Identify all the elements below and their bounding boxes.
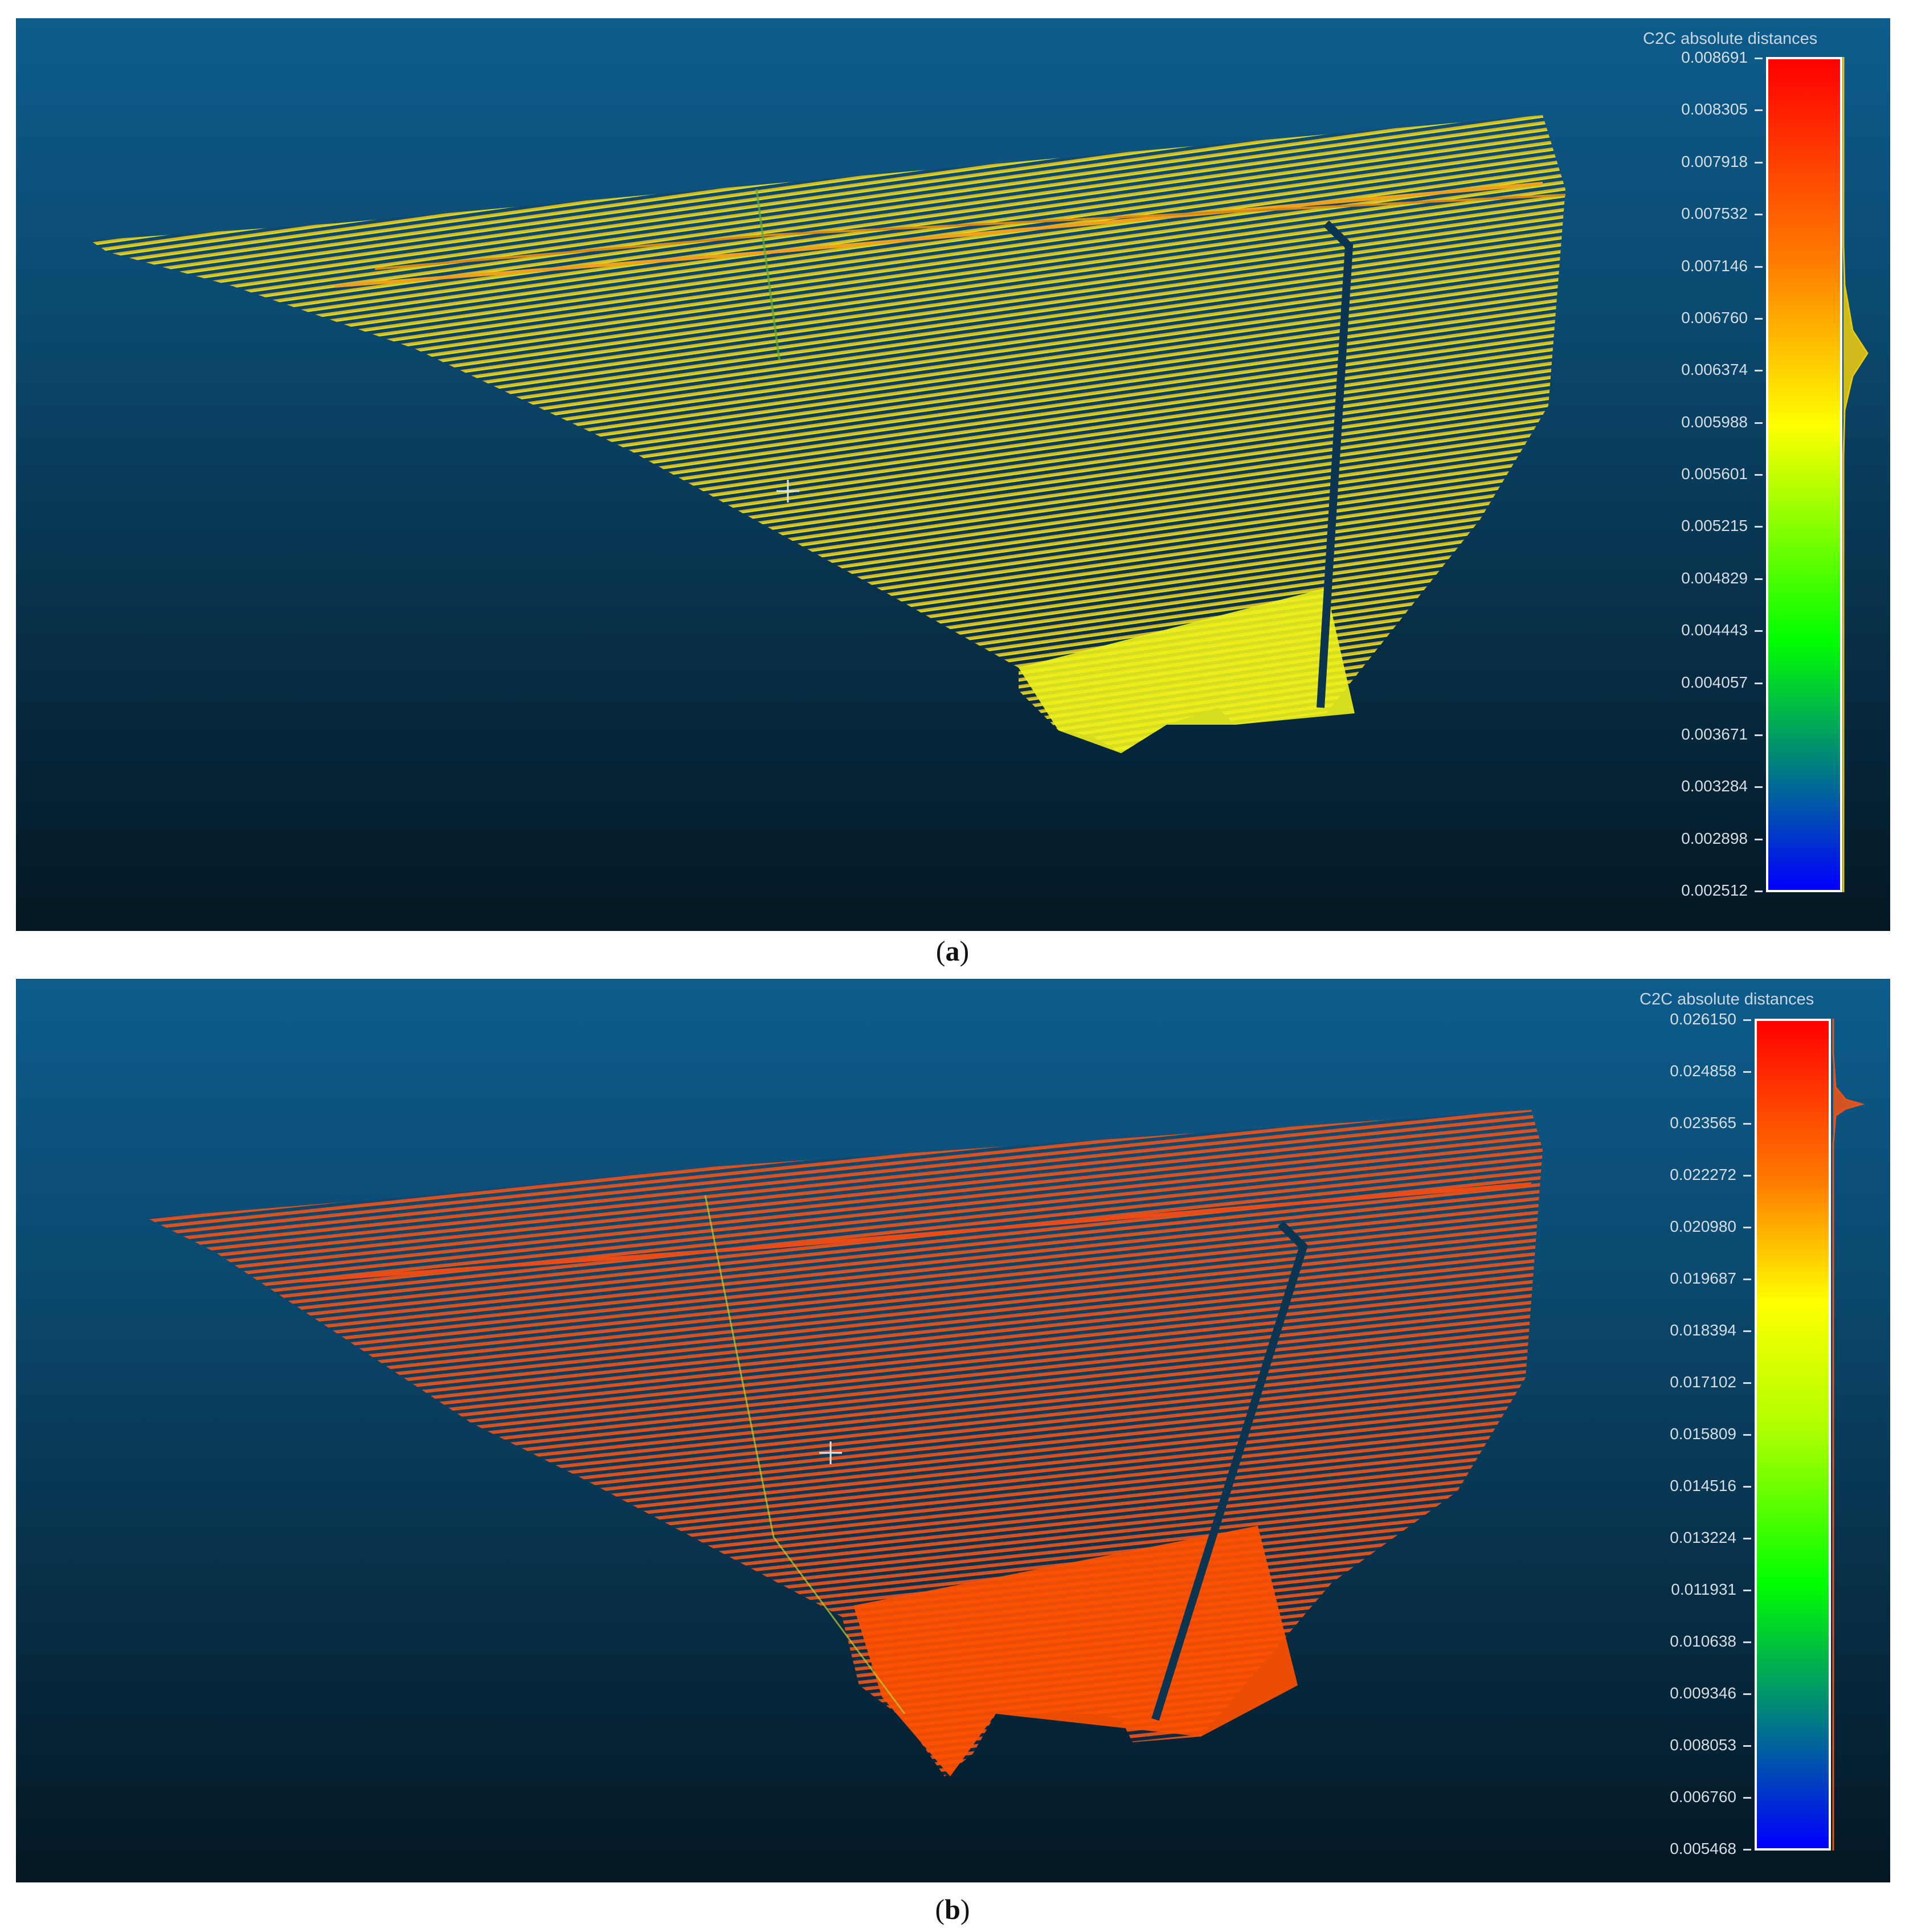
scale-tick-label: 0.005468 [1670,1840,1736,1857]
color-scale-bar [1755,1019,1831,1851]
scale-title: C2C absolute distances [1643,30,1818,48]
scale-tick-label: 0.008305 [1681,100,1748,119]
scale-tick-mark [1743,1641,1751,1643]
scale-tick-label: 0.019687 [1670,1269,1736,1287]
scale-tick-label: 0.002512 [1681,881,1748,899]
scale-tick-mark [1755,630,1763,632]
scale-tick-mark [1755,422,1763,424]
point-cloud-view-b[interactable]: C2C absolute distances 0.026150 0.024858 0… [16,979,1890,1882]
scale-tick-mark [1743,1227,1751,1228]
scale-tick-label: 0.003671 [1681,725,1748,743]
scale-tick-label: 0.007146 [1681,256,1748,275]
scale-tick-mark [1743,1538,1751,1539]
crosshair-icon [776,480,799,503]
scale-tick-mark [1755,214,1763,216]
color-scale-bar [1766,57,1842,892]
scale-tick-label: 0.022272 [1670,1166,1736,1183]
caption-b: (b) [935,1893,970,1925]
scale-tick-mark [1743,1745,1751,1747]
scale-tick-label: 0.006374 [1681,361,1748,379]
scale-tick-label: 0.007532 [1681,205,1748,223]
scale-tick-label: 0.013224 [1670,1529,1736,1546]
scale-tick-label: 0.024858 [1670,1062,1736,1080]
scale-tick-mark [1755,370,1763,372]
scale-tick-label: 0.004443 [1681,621,1748,639]
histogram [1842,57,1869,892]
scale-tick-label: 0.015809 [1670,1425,1736,1443]
scale-tick-label: 0.010638 [1670,1632,1736,1650]
point-cloud-view-a[interactable]: C2C absolute distances 0.008691 0.008305 0… [16,18,1890,931]
scale-tick-label: 0.004829 [1681,569,1748,587]
scale-tick-label: 0.009346 [1670,1684,1736,1702]
scale-tick-label: 0.008053 [1670,1736,1736,1754]
scale-tick-label: 0.007918 [1681,152,1748,170]
scale-tick-mark [1755,161,1763,164]
scale-tick-mark [1743,1019,1751,1021]
scale-tick-mark [1755,891,1763,892]
scale-tick-label: 0.004057 [1681,673,1748,691]
point-cloud-b [147,1110,1543,1776]
scale-tick-label: 0.014516 [1670,1477,1736,1494]
scale-tick-mark [1755,109,1763,112]
scale-tick-mark [1743,1486,1751,1488]
scale-tick-mark [1743,1434,1751,1436]
scale-tick-mark [1743,1382,1751,1384]
scale-tick-label: 0.011931 [1671,1580,1736,1598]
scale-tick-label: 0.008691 [1681,48,1748,66]
scale-tick-label: 0.026150 [1670,1010,1736,1028]
scale-tick-mark [1743,1071,1751,1073]
scale-tick-label: 0.005215 [1681,517,1748,535]
scale-tick-mark [1755,58,1763,59]
scale-tick-mark [1755,786,1763,789]
scale-tick-mark [1743,1279,1751,1280]
scale-tick-label: 0.017102 [1670,1373,1736,1391]
caption-a: (a) [935,935,970,967]
scale-tick-mark [1743,1330,1751,1332]
scale-tick-label: 0.005601 [1681,465,1748,483]
scale-tick-mark [1743,1797,1751,1799]
scale-tick-mark [1743,1590,1751,1591]
scale-tick-label: 0.006760 [1670,1788,1736,1806]
scale-tick-mark [1743,1849,1751,1851]
scale-tick-mark [1743,1175,1751,1177]
scale-tick-label: 0.002898 [1681,829,1748,847]
scale-tick-label: 0.005988 [1681,412,1748,431]
scale-tick-mark [1743,1693,1751,1695]
scale-tick-label: 0.023565 [1670,1114,1736,1132]
scale-tick-label: 0.018394 [1670,1321,1736,1339]
scale-tick-mark [1755,526,1763,528]
scale-tick-mark [1755,682,1763,684]
scale-tick-label: 0.020980 [1670,1218,1736,1235]
scale-tick-mark [1755,474,1763,476]
scale-tick-mark [1755,578,1763,580]
crosshair-icon [819,1441,842,1464]
point-cloud-a [90,115,1566,753]
scale-tick-mark [1755,734,1763,736]
scale-tick-mark [1755,317,1763,320]
histogram [1832,1019,1865,1851]
scale-tick-mark [1743,1123,1751,1125]
scale-tick-mark [1755,838,1763,840]
scale-tick-label: 0.006760 [1681,308,1748,326]
scale-tick-mark [1755,266,1763,268]
scale-tick-label: 0.003284 [1681,777,1748,795]
scale-title: C2C absolute distances [1640,990,1814,1008]
